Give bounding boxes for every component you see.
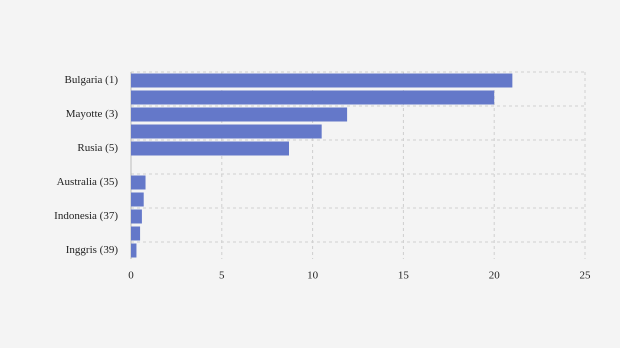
bar	[131, 209, 142, 224]
bar	[131, 175, 146, 190]
bar	[131, 226, 141, 241]
y-tick-label: Rusia (5)	[77, 142, 118, 154]
bar	[131, 107, 348, 122]
bar	[131, 124, 322, 139]
bar	[131, 192, 144, 207]
x-tick-label: 10	[307, 270, 319, 282]
bar	[131, 243, 137, 258]
x-tick-label: 15	[398, 270, 410, 282]
bar	[131, 90, 495, 105]
bar	[131, 141, 289, 156]
bar	[131, 73, 513, 88]
x-tick-label: 20	[489, 270, 501, 282]
x-tick-label: 0	[128, 270, 134, 282]
y-tick-label: Inggris (39)	[66, 244, 119, 256]
y-tick-label: Australia (35)	[57, 176, 119, 188]
y-tick-label: Indonesia (37)	[54, 210, 118, 222]
y-tick-label: Mayotte (3)	[66, 108, 119, 120]
y-tick-label: Bulgaria (1)	[65, 74, 119, 86]
x-tick-label: 5	[219, 270, 225, 282]
x-tick-label: 25	[580, 270, 592, 282]
